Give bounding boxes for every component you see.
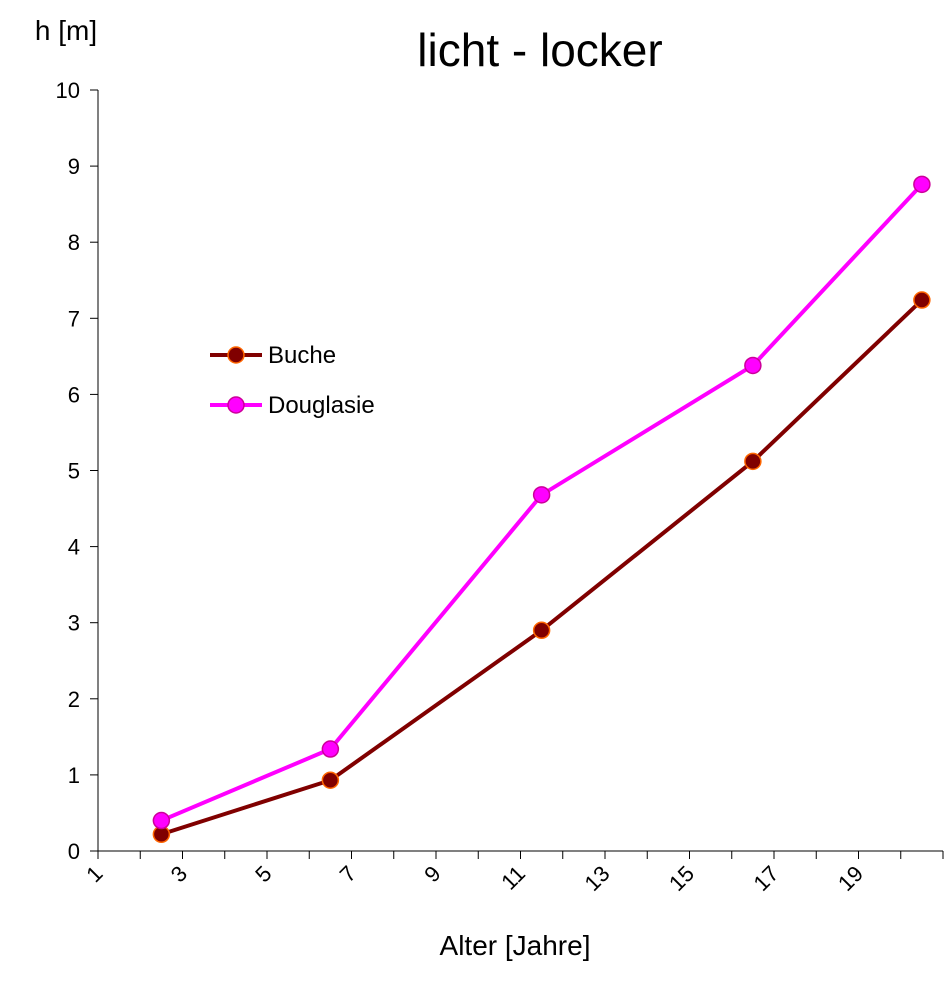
y-tick-label: 3: [68, 611, 80, 636]
y-tick-label: 2: [68, 687, 80, 712]
data-point: [321, 771, 340, 789]
legend-label: Buche: [268, 342, 336, 369]
data-point: [532, 486, 551, 504]
y-tick-label: 6: [68, 382, 80, 407]
data-point: [532, 621, 551, 640]
x-tick-label: 15: [664, 861, 699, 896]
y-tick-label: 9: [68, 154, 80, 179]
series-line: [160, 298, 924, 837]
y-tick-label: 7: [68, 306, 80, 331]
y-tick-label: 0: [68, 839, 80, 864]
data-point: [152, 811, 171, 830]
x-tick-label: 19: [833, 861, 868, 896]
x-tick-label: 17: [749, 861, 784, 896]
data-point: [321, 740, 340, 758]
y-tick-label: 8: [68, 230, 80, 255]
data-point: [744, 356, 762, 375]
data-point: [913, 291, 931, 309]
y-tick-label: 5: [68, 459, 80, 484]
x-tick-label: 11: [496, 861, 530, 895]
x-tick-label: 5: [250, 861, 276, 887]
x-axis-label: Alter [Jahre]: [440, 930, 591, 961]
data-point: [744, 452, 762, 471]
data-point: [913, 175, 931, 194]
y-tick-label: 4: [68, 535, 80, 560]
y-axis-label: h [m]: [35, 15, 97, 46]
x-tick-label: 7: [335, 861, 361, 887]
x-tick-label: 13: [580, 861, 615, 896]
x-tick-label: 1: [81, 861, 107, 887]
x-tick-label: 9: [419, 861, 445, 887]
x-tick-label: 3: [166, 861, 192, 887]
y-tick-label: 10: [56, 78, 80, 103]
legend-label: Douglasie: [268, 392, 375, 419]
legend-marker: [227, 396, 245, 414]
y-tick-label: 1: [68, 763, 80, 788]
legend-marker: [227, 346, 245, 364]
chart-title: licht - locker: [417, 24, 662, 76]
